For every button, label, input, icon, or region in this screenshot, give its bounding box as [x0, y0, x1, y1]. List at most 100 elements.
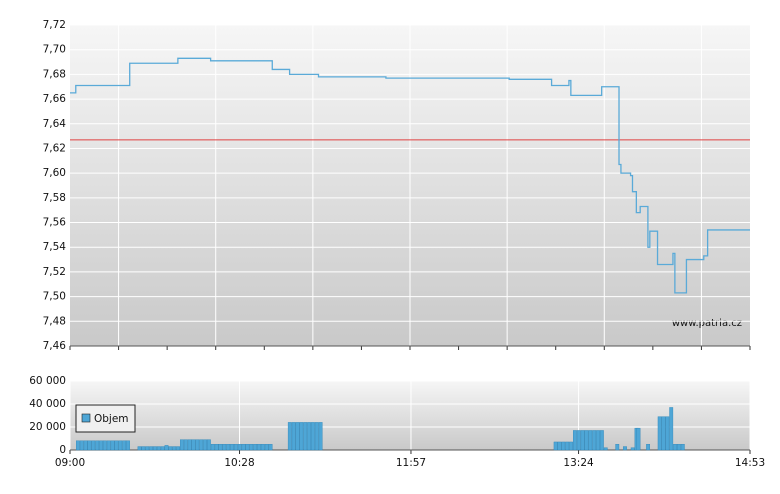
volume-bar — [580, 430, 585, 451]
x-tick-label: 10:28 — [224, 457, 254, 469]
x-tick-label: 09:00 — [55, 457, 85, 469]
y-tick-label: 7,72 — [43, 19, 66, 31]
y-tick-label: 0 — [59, 444, 66, 456]
volume-bar — [164, 445, 169, 451]
legend-label: Objem — [94, 413, 129, 425]
y-tick-label: 20 000 — [29, 421, 66, 433]
volume-bar — [156, 446, 161, 451]
volume-bar — [615, 444, 620, 451]
volume-bar — [230, 444, 234, 451]
volume-bar — [195, 439, 200, 451]
y-tick-label: 7,66 — [43, 93, 67, 105]
volume-bar — [677, 444, 681, 451]
volume-bar — [176, 446, 180, 451]
volume-bar — [114, 440, 119, 451]
volume-bar — [83, 440, 88, 451]
volume-bar — [214, 444, 219, 451]
volume-bar — [584, 430, 589, 451]
y-tick-label: 60 000 — [29, 375, 66, 387]
volume-bar — [307, 422, 311, 451]
volume-bar — [118, 440, 123, 451]
volume-bar — [183, 439, 188, 451]
volume-plot-area — [70, 381, 750, 450]
volume-bar — [673, 444, 677, 451]
volume-bar — [661, 416, 666, 451]
volume-bar — [553, 441, 558, 451]
volume-bar — [603, 447, 608, 451]
volume-bar — [245, 444, 250, 451]
volume-bar — [172, 446, 177, 451]
x-tick-label: 11:57 — [396, 457, 426, 469]
volume-bar — [241, 444, 246, 451]
volume-bar — [253, 444, 258, 451]
volume-bar — [295, 422, 300, 451]
volume-bar — [596, 430, 600, 451]
volume-bar — [95, 440, 100, 451]
volume-bar — [669, 407, 674, 451]
volume-bar — [561, 441, 566, 451]
volume-bar — [646, 444, 651, 451]
volume-bar — [180, 439, 184, 451]
volume-bar — [141, 446, 146, 451]
legend-swatch — [81, 413, 91, 423]
volume-bar — [106, 440, 111, 451]
volume-bar — [102, 440, 107, 451]
volume-bar — [665, 416, 670, 451]
volume-bar — [318, 422, 323, 451]
volume-bar — [268, 444, 273, 451]
watermark: www.patria.cz — [672, 318, 742, 329]
y-tick-label: 40 000 — [29, 398, 66, 410]
volume-bar — [233, 444, 238, 451]
volume-bar — [576, 430, 581, 451]
volume-bar — [291, 422, 296, 451]
volume-bar — [249, 444, 254, 451]
volume-bar — [203, 439, 207, 451]
volume-bar — [557, 441, 562, 451]
volume-bar — [623, 446, 627, 451]
volume-bar — [260, 444, 265, 451]
volume-bar — [311, 422, 315, 451]
volume-bar — [599, 430, 604, 451]
volume-bar — [565, 441, 570, 451]
y-tick-label: 7,54 — [43, 241, 67, 253]
volume-bar — [257, 444, 261, 451]
volume-bar — [145, 446, 150, 451]
volume-bar — [237, 444, 242, 451]
volume-bar — [222, 444, 227, 451]
y-tick-label: 7,48 — [43, 315, 66, 327]
volume-bar — [126, 440, 130, 451]
volume-bar — [657, 416, 662, 451]
volume-bar — [199, 439, 204, 451]
volume-bar — [210, 444, 215, 451]
volume-bar — [299, 422, 304, 451]
volume-bar — [76, 440, 80, 451]
volume-bar — [287, 422, 292, 451]
volume-bar — [592, 430, 597, 451]
volume-bar — [187, 439, 192, 451]
y-tick-label: 7,60 — [43, 167, 66, 179]
volume-bar — [226, 444, 231, 451]
volume-bar — [680, 444, 685, 451]
price-line — [70, 57, 750, 294]
volume-bar — [110, 440, 115, 451]
volume-bar — [153, 446, 157, 451]
volume-bar — [573, 430, 577, 451]
y-tick-label: 7,46 — [43, 340, 67, 352]
x-tick-label: 14:53 — [735, 457, 765, 469]
x-tick-label: 13:24 — [563, 457, 594, 469]
volume-bar — [91, 440, 96, 451]
volume-bar — [191, 439, 196, 451]
y-tick-label: 7,58 — [43, 192, 66, 204]
volume-bar — [588, 430, 593, 451]
volume-bar — [636, 427, 641, 451]
volume-bar — [87, 440, 92, 451]
y-tick-label: 7,64 — [43, 118, 67, 130]
volume-bar — [149, 446, 154, 451]
volume-bar — [99, 440, 103, 451]
volume-bar — [137, 446, 142, 451]
volume-bar — [218, 444, 223, 451]
y-tick-label: 7,52 — [43, 266, 66, 278]
volume-bar — [206, 439, 211, 451]
